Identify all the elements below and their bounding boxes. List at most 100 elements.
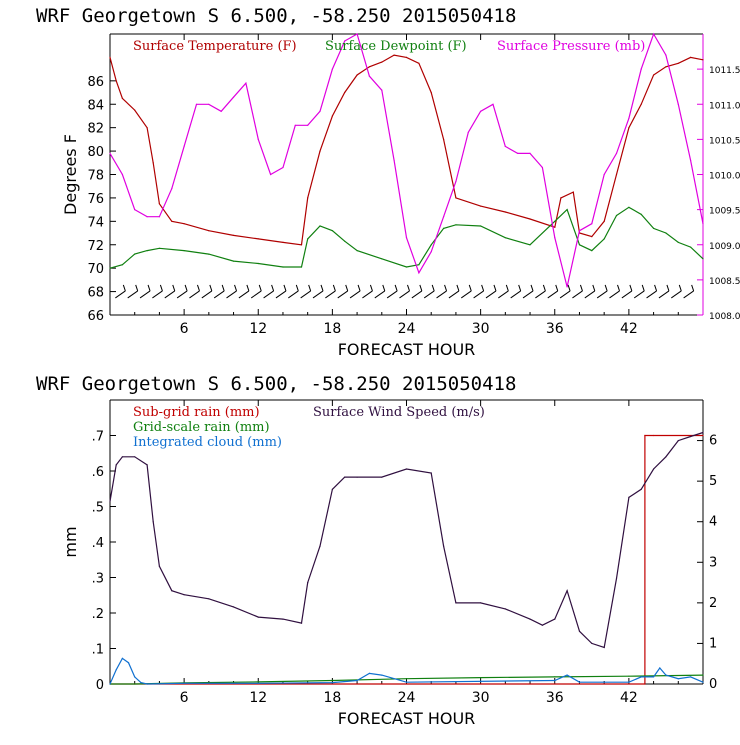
series-0-point — [430, 91, 432, 94]
series-line-2 — [109, 32, 704, 288]
legend-entry: Surface Dewpoint (F) — [325, 39, 467, 54]
wind-barb — [596, 290, 608, 299]
wind-barb — [115, 290, 126, 299]
y-tick-label: .2 — [92, 607, 104, 622]
y2-tick-label: 1008.0 — [709, 312, 740, 322]
series-2-point — [677, 103, 679, 105]
series-1-point — [455, 224, 457, 226]
series-3-point — [455, 602, 457, 604]
series-3-point — [541, 624, 544, 626]
series-3-point — [300, 622, 303, 624]
series-3-point — [232, 606, 235, 608]
series-1-point — [257, 681, 259, 683]
series-0-point — [257, 238, 259, 240]
series-2-point — [640, 676, 642, 678]
x-tick-label: 18 — [323, 690, 341, 706]
series-0-point — [455, 197, 457, 199]
y2-tick-label: 2 — [709, 596, 717, 611]
wind-barb-flag — [308, 284, 312, 292]
series-1-point — [702, 258, 704, 260]
series-3-point — [443, 545, 445, 547]
wind-barb-flag — [135, 284, 139, 292]
series-2-point — [368, 75, 370, 77]
wind-barb-flag — [629, 284, 633, 292]
series-1-point — [134, 683, 136, 685]
series-3-point — [152, 521, 154, 523]
y2-tick-label: 0 — [709, 677, 717, 692]
series-1-point — [504, 237, 506, 239]
wind-barb — [176, 290, 188, 299]
wind-barb-flag — [295, 284, 299, 292]
legend-entry: Integrated cloud (mm) — [133, 435, 282, 450]
x-tick-label: 30 — [472, 321, 490, 337]
legend-entry: Surface Temperature (F) — [133, 39, 297, 54]
wind-barb — [584, 290, 596, 299]
wind-barb — [213, 290, 225, 299]
wind-barb — [164, 290, 176, 299]
series-3-point — [615, 577, 618, 580]
wind-barb-flag — [246, 284, 250, 292]
series-1-point — [677, 241, 679, 243]
wind-barb-flag — [691, 284, 695, 292]
wind-barb — [423, 290, 435, 299]
series-3-point — [183, 594, 185, 596]
series-2-point — [566, 286, 568, 288]
series-1-point — [134, 253, 136, 255]
series-2-point — [134, 676, 136, 678]
y-tick-label: 76 — [87, 192, 104, 207]
wind-barb — [399, 290, 410, 299]
series-2-point — [294, 124, 296, 126]
series-2-point — [659, 667, 661, 669]
series-2-point — [109, 152, 111, 154]
series-2-point — [653, 33, 655, 35]
wind-barb — [300, 290, 311, 299]
x-tick-label: 12 — [249, 690, 267, 706]
series-2-point — [690, 159, 692, 161]
y2-tick-label: 1011.5 — [709, 66, 740, 76]
series-1-point — [344, 240, 346, 242]
series-1-point — [603, 238, 605, 240]
series-3-point — [653, 468, 655, 470]
series-1-point — [665, 232, 667, 234]
wind-barb — [498, 290, 509, 299]
series-2-point — [257, 138, 259, 140]
series-2-point — [504, 145, 506, 147]
series-2-point — [566, 674, 568, 676]
y-axis-label: Degrees F — [61, 134, 80, 215]
y-tick-label: .1 — [92, 643, 104, 658]
y-tick-label: 0 — [96, 678, 104, 693]
series-2-point — [331, 682, 333, 684]
wind-barb — [683, 290, 694, 299]
y-tick-label: 78 — [87, 169, 104, 184]
series-2-point — [115, 669, 117, 671]
y-tick-label: 86 — [87, 75, 104, 90]
y2-tick-label: 3 — [709, 555, 717, 570]
y2-tick-label: 1010.5 — [709, 136, 740, 146]
series-1-point — [381, 258, 383, 260]
series-2-point — [405, 681, 408, 683]
series-2-point — [270, 173, 272, 176]
series-1-point — [628, 206, 630, 208]
series-3-point — [405, 468, 408, 470]
wind-barb — [411, 290, 423, 299]
y-tick-label: .4 — [92, 536, 104, 551]
series-2-point — [480, 110, 482, 112]
wind-barb — [658, 290, 670, 299]
legend-entry: Sub-grid rain (mm) — [133, 405, 260, 420]
series-3-point — [282, 618, 284, 620]
series-1-point — [121, 264, 123, 266]
wind-barb-flag — [456, 284, 460, 292]
series-3-point — [171, 590, 173, 592]
wind-barb — [535, 290, 546, 299]
series-0-point — [146, 127, 148, 129]
wind-barb-flag — [468, 284, 472, 292]
series-0-point — [665, 66, 667, 68]
series-0-point — [134, 109, 136, 111]
series-1-point — [356, 250, 358, 252]
series-3-point — [208, 598, 210, 600]
y2-tick-label: 1010.0 — [709, 172, 740, 182]
x-tick-label: 42 — [620, 321, 638, 337]
series-0-point — [690, 56, 692, 59]
series-0-point — [381, 61, 383, 63]
